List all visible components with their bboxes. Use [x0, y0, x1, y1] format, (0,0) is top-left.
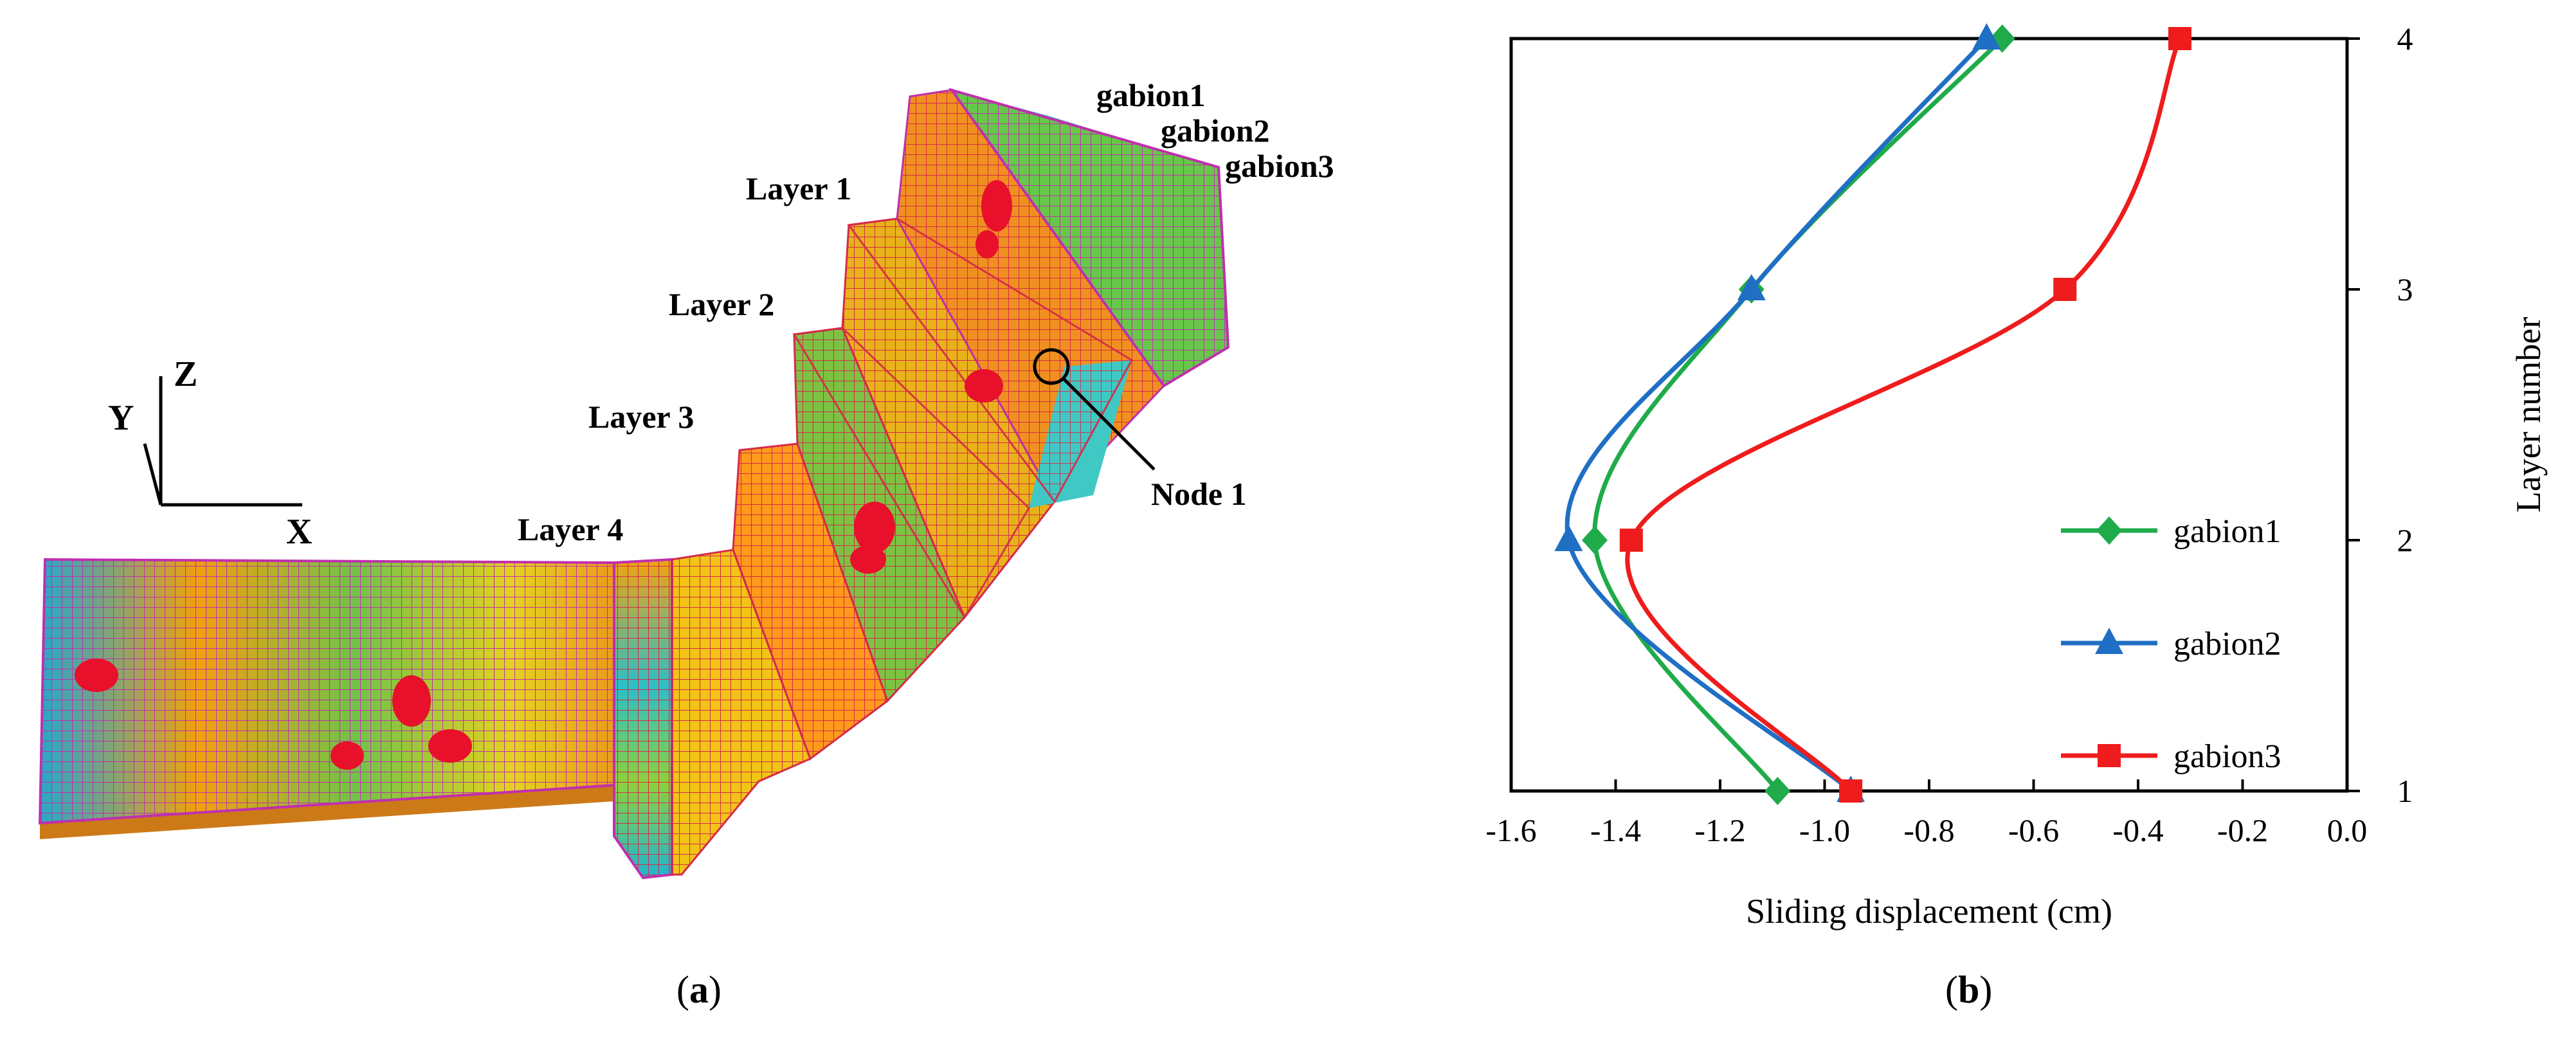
data-point-gabion1: [1764, 777, 1791, 805]
step-top-faces: [792, 87, 1230, 619]
gabion-2-label: gabion2: [1161, 113, 1270, 149]
base-gabion: [38, 558, 674, 839]
x-tick-label: -0.2: [2217, 812, 2268, 848]
legend-marker-gabion1: [2096, 516, 2122, 545]
axis-y-label: Y: [108, 398, 134, 438]
red-particles: [75, 180, 1012, 770]
y-tick-label: 3: [2397, 271, 2413, 307]
series-line-gabion1: [1592, 37, 2004, 793]
x-tick-label: -1.0: [1799, 812, 1850, 848]
y-tick-label: 4: [2397, 21, 2413, 57]
gabion-model-illustration: Z Y X Layer 1 Layer 2 Layer 3 Layer 4 ga…: [38, 77, 1334, 880]
series-line-gabion3: [1625, 37, 2182, 793]
axis-z-label: Z: [174, 354, 197, 394]
layer-3-label: Layer 3: [588, 399, 694, 435]
legend-label: gabion1: [2173, 513, 2281, 550]
layer-2-label: Layer 2: [669, 286, 774, 322]
plot-area: [1509, 37, 2349, 793]
layer-1-label: Layer 1: [746, 170, 851, 206]
step-front-faces: [613, 89, 1165, 880]
y-tick-label: 2: [2397, 522, 2413, 558]
sliding-displacement-chart: -1.6 -1.4 -1.2 -1.0 -0.8 -0.6 -0.4 -0.2 0.0 1 2 3 4…: [1485, 21, 2548, 931]
x-tick-label: -1.4: [1590, 812, 1641, 848]
x-tick-label: -1.2: [1694, 812, 1745, 848]
x-tick-label: -1.6: [1485, 812, 1536, 848]
legend-label: gabion2: [2173, 626, 2281, 662]
data-point-gabion3: [1839, 779, 1863, 803]
data-point-gabion3: [1619, 529, 1643, 552]
series-layer: [1554, 23, 2191, 805]
y-tick-label: 1: [2397, 773, 2413, 809]
legend: gabion1 gabion2 gabion3: [2061, 513, 2281, 775]
legend-item-gabion2: gabion2: [2061, 626, 2281, 662]
data-point-gabion2: [1554, 525, 1583, 551]
x-axis-label: Sliding displacement (cm): [1746, 892, 2112, 931]
y-axis-label: Layer number: [2509, 317, 2548, 513]
x-tick-label: -0.4: [2112, 812, 2163, 848]
data-point-gabion3: [2168, 27, 2191, 50]
data-point-gabion1: [1582, 526, 1608, 554]
gabion-1-label: gabion1: [1096, 77, 1206, 113]
y-ticks: 1 2 3 4: [2347, 21, 2413, 809]
caption-b: (b): [1945, 968, 1993, 1011]
axis-x-label: X: [286, 512, 312, 552]
series-line-gabion2: [1565, 37, 1988, 793]
x-tick-label: -0.8: [1903, 812, 1954, 848]
legend-marker-gabion2: [2095, 628, 2123, 654]
data-point-gabion3: [2053, 278, 2077, 301]
legend-label: gabion3: [2173, 738, 2281, 775]
series-gabion3: [1619, 27, 2191, 803]
coordinate-axes: [143, 376, 302, 507]
legend-marker-gabion3: [2098, 744, 2121, 767]
caption-a: (a): [676, 968, 721, 1011]
layer-4-label: Layer 4: [518, 511, 623, 547]
gabion-3-label: gabion3: [1225, 148, 1334, 184]
legend-item-gabion3: gabion3: [2061, 738, 2281, 775]
node-1-marker: [1033, 348, 1156, 471]
legend-item-gabion1: gabion1: [2061, 513, 2281, 550]
x-ticks: -1.6 -1.4 -1.2 -1.0 -0.8 -0.6 -0.4 -0.2 0.0: [1485, 779, 2367, 848]
node-1-label: Node 1: [1151, 476, 1247, 512]
x-tick-label: 0.0: [2327, 812, 2368, 848]
data-point-gabion2: [1972, 23, 2001, 50]
x-tick-label: -0.6: [2008, 812, 2059, 848]
data-point-gabion2: [1737, 274, 1766, 300]
